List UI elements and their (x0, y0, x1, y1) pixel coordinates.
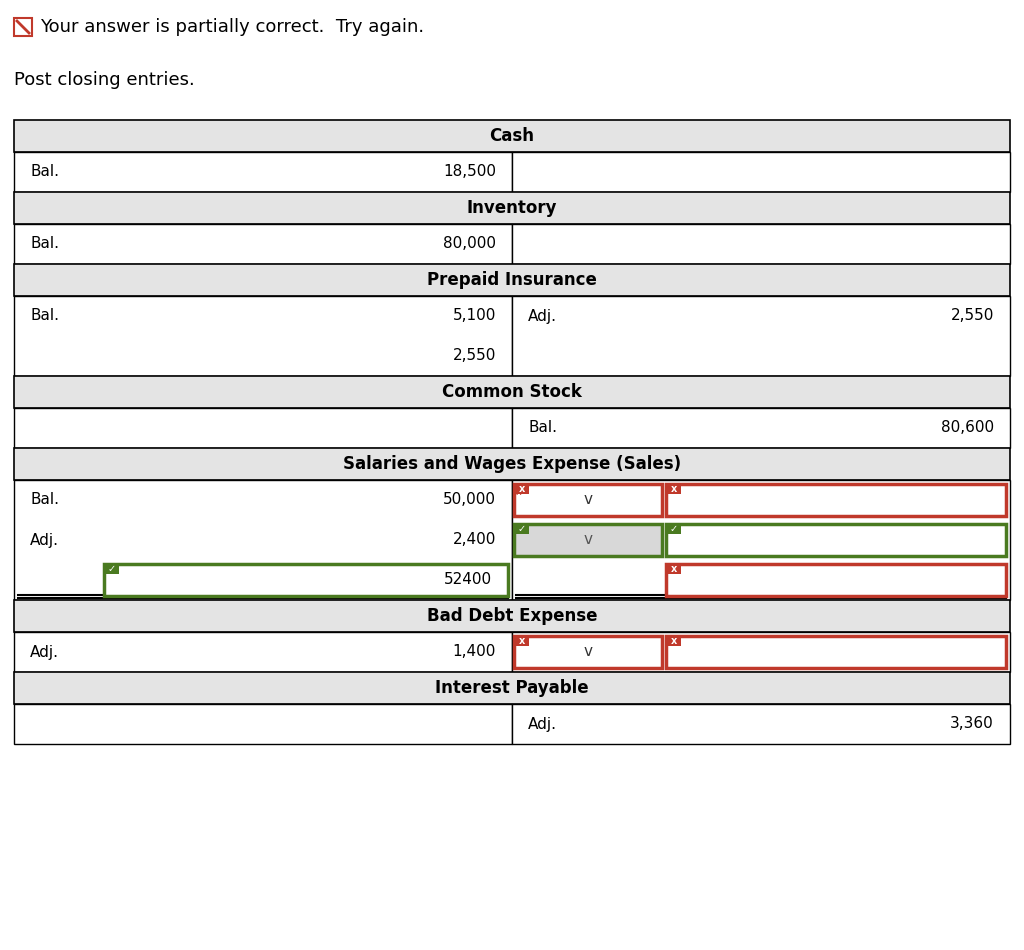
Text: 5,100: 5,100 (453, 309, 496, 324)
Text: x: x (519, 636, 525, 646)
Bar (14, 376, 1010, 408)
Text: Adj.: Adj. (30, 533, 59, 547)
Text: x: x (671, 564, 677, 574)
Text: Bal.: Bal. (30, 237, 59, 252)
Text: x: x (671, 636, 677, 646)
Text: Inventory: Inventory (467, 199, 557, 217)
Text: 2,550: 2,550 (453, 349, 496, 364)
Bar (666, 524, 1006, 556)
Bar (514, 484, 662, 516)
Bar (515, 524, 529, 534)
Text: 2,400: 2,400 (453, 533, 496, 547)
Text: 80,600: 80,600 (941, 421, 994, 435)
Bar (515, 636, 529, 646)
Bar (14, 18, 32, 36)
Bar (514, 636, 662, 668)
Bar (667, 484, 681, 494)
Bar (14, 632, 512, 672)
Text: Bal.: Bal. (30, 492, 59, 507)
Bar (512, 296, 1010, 376)
Text: Adj.: Adj. (30, 644, 59, 659)
Text: v: v (584, 533, 593, 547)
Text: Bal.: Bal. (30, 309, 59, 324)
Text: v: v (584, 644, 593, 659)
Bar (666, 564, 1006, 596)
Text: x: x (516, 487, 522, 497)
Text: Common Stock: Common Stock (442, 383, 582, 401)
Text: x: x (519, 484, 525, 494)
Text: Interest Payable: Interest Payable (435, 679, 589, 697)
Text: 1,400: 1,400 (453, 644, 496, 659)
Bar (667, 564, 681, 574)
Bar (512, 480, 1010, 600)
Bar (512, 704, 1010, 744)
Bar (667, 636, 681, 646)
Bar (14, 448, 1010, 480)
Bar (14, 120, 1010, 152)
Bar (667, 524, 681, 534)
Bar (14, 192, 1010, 224)
Bar (14, 224, 512, 264)
Bar (105, 564, 119, 574)
Bar (515, 484, 529, 494)
Text: 80,000: 80,000 (443, 237, 496, 252)
Text: Post closing entries.: Post closing entries. (14, 71, 195, 89)
Text: ✓: ✓ (108, 564, 116, 574)
Text: ✓: ✓ (670, 524, 678, 534)
Text: Bal.: Bal. (528, 421, 557, 435)
Bar (14, 704, 512, 744)
Text: ✓: ✓ (518, 524, 526, 534)
Bar (14, 480, 512, 600)
Bar (512, 632, 1010, 672)
Bar (512, 224, 1010, 264)
Text: 52400: 52400 (447, 573, 496, 587)
Text: 2,550: 2,550 (950, 309, 994, 324)
Text: x: x (671, 484, 677, 494)
Text: Adj.: Adj. (528, 309, 557, 324)
Bar (14, 152, 512, 192)
Bar (14, 672, 1010, 704)
Bar (512, 152, 1010, 192)
Text: 18,500: 18,500 (443, 164, 496, 180)
Text: 50,000: 50,000 (443, 492, 496, 507)
Text: Bad Debt Expense: Bad Debt Expense (427, 607, 597, 625)
Bar (14, 408, 512, 448)
Text: Bal.: Bal. (30, 164, 59, 180)
Bar (14, 600, 1010, 632)
Text: v: v (584, 492, 593, 507)
Text: 52400: 52400 (443, 573, 492, 587)
Bar (666, 484, 1006, 516)
Bar (104, 564, 508, 596)
Bar (14, 264, 1010, 296)
Text: Salaries and Wages Expense (Sales): Salaries and Wages Expense (Sales) (343, 455, 681, 473)
Text: Prepaid Insurance: Prepaid Insurance (427, 271, 597, 289)
Text: Adj.: Adj. (528, 716, 557, 732)
Text: 3,360: 3,360 (950, 716, 994, 732)
Text: Your answer is partially correct.  Try again.: Your answer is partially correct. Try ag… (40, 18, 424, 36)
Bar (512, 408, 1010, 448)
Bar (666, 636, 1006, 668)
Bar (14, 296, 512, 376)
Bar (514, 524, 662, 556)
Text: Cash: Cash (489, 127, 535, 145)
